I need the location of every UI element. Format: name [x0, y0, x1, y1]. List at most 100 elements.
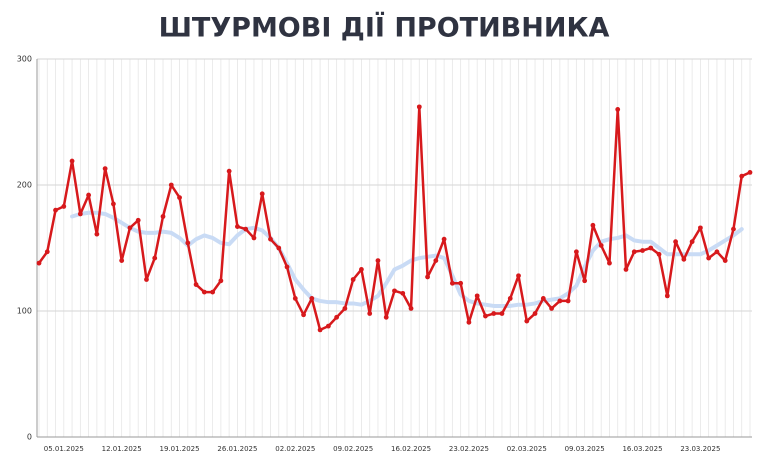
- data-point: [540, 296, 546, 301]
- data-point: [648, 245, 654, 251]
- data-point: [301, 312, 306, 318]
- data-point: [177, 195, 182, 201]
- data-point: [185, 240, 191, 246]
- data-point: [549, 306, 554, 311]
- data-point: [168, 182, 174, 188]
- data-point: [334, 314, 340, 320]
- x-tick-label: 02.03.2025: [507, 445, 547, 453]
- data-point: [640, 248, 645, 253]
- grid: [36, 58, 752, 438]
- data-point: [325, 323, 331, 329]
- x-tick-label: 02.02.2025: [275, 445, 315, 453]
- data-point: [739, 173, 745, 179]
- data-point: [292, 296, 298, 301]
- data-point: [235, 224, 240, 229]
- data-point: [747, 170, 753, 175]
- data-point: [400, 290, 406, 296]
- data-point: [516, 273, 521, 279]
- data-point: [458, 280, 464, 286]
- y-tick-label: 300: [17, 55, 32, 64]
- data-point: [582, 278, 588, 284]
- data-point: [425, 274, 430, 280]
- data-point: [449, 280, 455, 286]
- data-point: [276, 245, 282, 251]
- data-point: [251, 235, 257, 241]
- data-point: [86, 192, 92, 198]
- data-point: [573, 249, 579, 255]
- data-point: [193, 282, 199, 287]
- data-point: [392, 288, 397, 294]
- data-point: [135, 217, 141, 223]
- x-tick-label: 19.01.2025: [159, 445, 199, 453]
- data-point: [656, 251, 662, 257]
- data-point: [367, 311, 373, 316]
- data-point: [416, 104, 422, 110]
- data-point: [144, 277, 149, 282]
- data-point: [681, 256, 687, 262]
- data-point: [61, 204, 67, 209]
- data-point: [201, 289, 207, 295]
- x-tick-label: 05.01.2025: [44, 445, 84, 453]
- data-point: [731, 226, 736, 232]
- data-point: [483, 313, 488, 319]
- data-point: [590, 222, 596, 228]
- data-point: [111, 201, 116, 207]
- x-tick-label: 23.02.2025: [449, 445, 489, 453]
- data-point: [53, 207, 58, 213]
- data-point: [499, 311, 505, 316]
- data-point: [160, 214, 166, 219]
- data-point: [359, 267, 364, 272]
- y-tick-label: 100: [17, 307, 32, 316]
- data-point: [152, 255, 158, 261]
- x-tick-label: 26.01.2025: [217, 445, 257, 453]
- data-point: [433, 258, 439, 263]
- data-point: [94, 231, 100, 237]
- data-point: [532, 311, 538, 316]
- data-point: [466, 319, 472, 325]
- chart-title: ШТУРМОВІ ДІЇ ПРОТИВНИКА: [159, 12, 610, 44]
- data-point: [631, 249, 637, 255]
- data-point: [375, 258, 381, 263]
- data-point: [607, 260, 612, 266]
- data-point: [127, 225, 133, 231]
- plot: [36, 104, 753, 333]
- data-point: [102, 166, 108, 172]
- data-point: [226, 168, 232, 174]
- data-point: [350, 277, 356, 282]
- x-tick-label: 09.02.2025: [333, 445, 373, 453]
- data-point: [557, 298, 563, 304]
- data-point: [598, 243, 604, 248]
- data-point: [722, 258, 728, 263]
- data-point: [383, 314, 389, 320]
- x-tick-label: 12.01.2025: [102, 445, 142, 453]
- data-point: [342, 306, 348, 311]
- data-point: [259, 191, 265, 197]
- data-point: [408, 306, 414, 311]
- data-point: [309, 296, 315, 301]
- data-point: [673, 239, 678, 245]
- data-point: [210, 289, 216, 295]
- data-point: [119, 258, 125, 263]
- data-point: [218, 278, 224, 284]
- data-point: [441, 236, 447, 242]
- data-point: [243, 226, 249, 232]
- data-point: [507, 296, 513, 301]
- x-tick-label: 09.03.2025: [565, 445, 605, 453]
- series-line: [70, 210, 744, 308]
- y-tick-label: 0: [27, 433, 32, 442]
- data-point: [474, 293, 480, 299]
- data-point: [697, 225, 703, 231]
- data-point: [524, 318, 530, 324]
- data-point: [77, 211, 83, 217]
- data-point: [491, 311, 497, 316]
- data-point: [69, 158, 75, 164]
- x-tick-label: 16.02.2025: [391, 445, 431, 453]
- data-point: [317, 327, 323, 333]
- data-point: [615, 107, 621, 112]
- data-point: [44, 249, 50, 255]
- data-point: [714, 249, 720, 255]
- data-point: [623, 267, 629, 272]
- data-point: [36, 260, 42, 266]
- data-point: [565, 298, 571, 304]
